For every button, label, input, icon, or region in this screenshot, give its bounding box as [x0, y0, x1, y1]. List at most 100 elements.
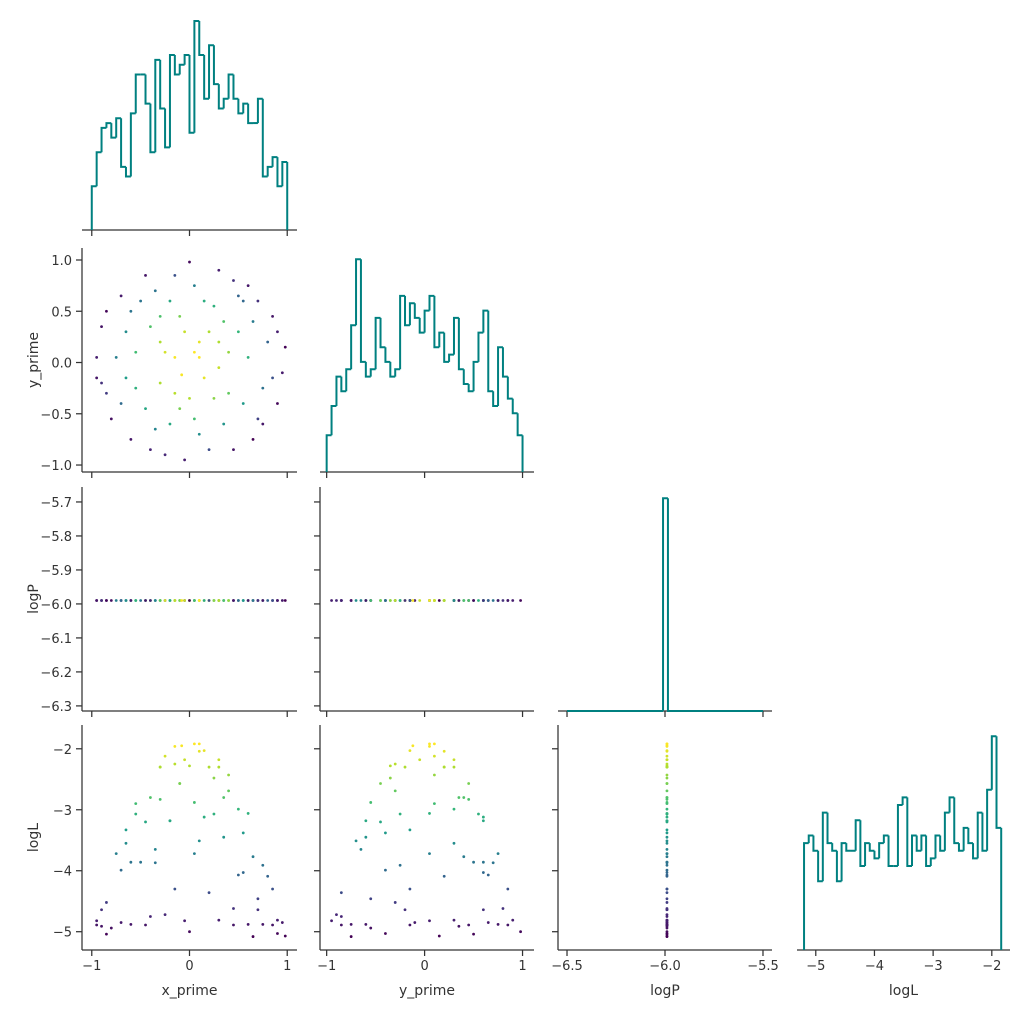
scatter-point: [481, 860, 485, 864]
scatter-point: [153, 289, 157, 293]
scatter-point: [100, 924, 103, 928]
hist-step: [995, 736, 1002, 829]
scatter-point: [95, 599, 99, 602]
hist-step: [242, 102, 249, 114]
scatter-point: [109, 926, 113, 930]
scatter-point: [437, 599, 441, 602]
scatter-point: [236, 294, 240, 298]
scatter-point: [232, 448, 235, 452]
scatter-point: [511, 918, 515, 922]
hist-step: [217, 84, 224, 110]
x-tick-label: −6.0: [649, 959, 681, 974]
hist-step: [330, 404, 337, 436]
scatter-point: [276, 330, 279, 334]
scatter-point: [283, 934, 287, 938]
scatter-point: [276, 402, 279, 405]
hist-step: [222, 97, 229, 109]
hist-step: [423, 309, 430, 333]
hist-step: [100, 126, 107, 153]
scatter-point: [271, 599, 274, 602]
x-tick-label: −2: [982, 959, 1001, 974]
scatter-point: [384, 831, 387, 835]
scatter-point: [158, 765, 162, 769]
scatter-point: [403, 908, 407, 912]
x-tick-label: −3: [924, 959, 943, 974]
scatter-point: [109, 599, 113, 602]
y-axis-label: logP: [26, 584, 42, 614]
scatter-point: [665, 841, 669, 845]
scatter-point: [462, 855, 466, 859]
hist-step: [906, 797, 913, 868]
hist-step: [355, 258, 361, 326]
scatter-point: [486, 599, 490, 602]
hist-step: [384, 347, 391, 363]
scatter-point: [665, 789, 669, 793]
scatter-point: [388, 776, 392, 780]
scatter-point: [232, 599, 235, 602]
x-tick-label: −5.5: [747, 959, 779, 974]
hist-step: [173, 55, 180, 76]
scatter-point: [665, 901, 669, 904]
scatter-point: [95, 376, 99, 380]
scatter-point: [105, 309, 108, 313]
hist-step: [666, 498, 763, 712]
y-tick-label: −5.9: [40, 564, 72, 579]
scatter-point: [665, 930, 669, 934]
scatter-point: [496, 599, 500, 602]
hist-step: [212, 45, 219, 86]
hist-step: [948, 796, 955, 813]
scatter-point: [457, 924, 461, 928]
hist-step: [120, 118, 126, 168]
scatter-point: [105, 599, 108, 602]
scatter-point: [408, 749, 412, 753]
scatter-point: [109, 417, 113, 421]
x-axis-label: x_prime: [161, 983, 217, 999]
scatter-point: [271, 887, 274, 891]
scatter-point: [477, 812, 480, 816]
scatter-point: [114, 599, 118, 602]
scatter-point: [364, 819, 368, 823]
scatter-point: [197, 340, 201, 344]
scatter-point: [364, 922, 368, 926]
hist-step: [826, 812, 833, 845]
scatter-point: [359, 599, 363, 602]
hist-step: [110, 123, 117, 139]
scatter-point: [114, 852, 118, 856]
hist-step: [448, 353, 454, 362]
scatter-point: [442, 749, 446, 753]
scatter-point: [472, 932, 475, 936]
hist-step: [482, 309, 489, 333]
scatter-point: [486, 873, 490, 877]
scatter-point: [496, 922, 500, 926]
scatter-point: [665, 831, 669, 835]
scatter-point: [217, 268, 221, 272]
scatter-point: [149, 796, 152, 799]
scatter-point: [403, 765, 407, 769]
scatter-point: [236, 599, 240, 602]
scatter-point: [173, 744, 177, 748]
scatter-point: [217, 918, 221, 922]
scatter-point: [173, 887, 177, 891]
scatter-point: [212, 396, 216, 400]
scatter-point: [217, 599, 221, 602]
hist-step: [350, 324, 357, 370]
scatter-point: [202, 815, 206, 819]
scatter-point: [369, 897, 373, 901]
hist-step: [497, 346, 503, 406]
scatter-point: [222, 796, 226, 799]
scatter-point: [119, 294, 123, 298]
hist-step: [911, 834, 917, 867]
scatter-point: [124, 376, 128, 380]
scatter-point: [153, 427, 157, 431]
scatter-point: [665, 932, 669, 936]
scatter-point: [100, 381, 103, 385]
hist-step: [925, 835, 931, 868]
scatter-point: [163, 453, 167, 457]
scatter-point: [256, 908, 260, 912]
scatter-point: [335, 599, 338, 602]
scatter-point: [428, 744, 431, 748]
scatter-point: [144, 407, 147, 411]
scatter-point: [379, 782, 382, 785]
scatter-point: [236, 330, 240, 334]
hist-step: [516, 413, 523, 437]
